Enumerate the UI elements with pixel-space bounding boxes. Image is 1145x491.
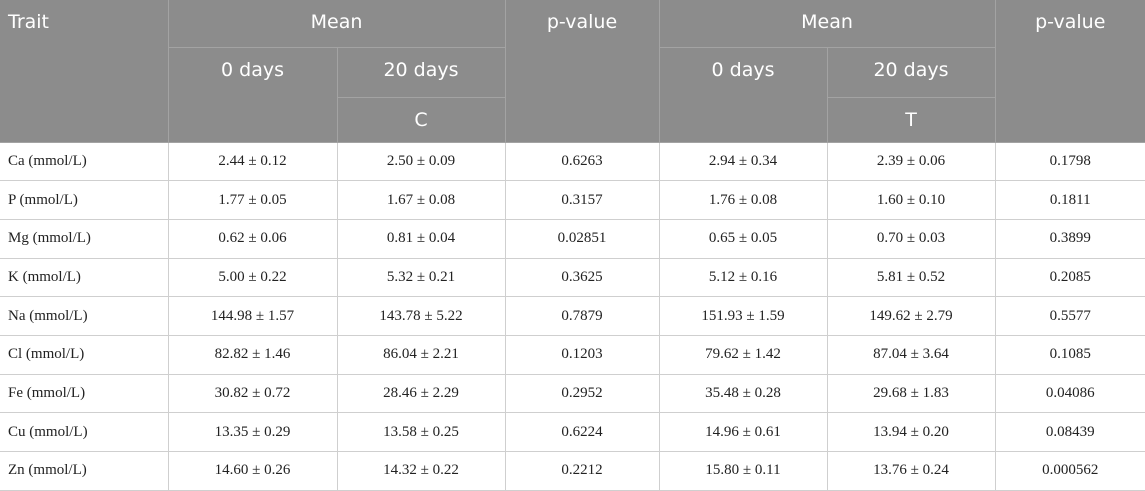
table-row: Cu (mmol/L) 13.35 ± 0.29 13.58 ± 0.25 0.622…: [0, 412, 1145, 452]
header-cell: p-value: [504, 0, 659, 143]
value-cell: 0.81 ± 0.04: [336, 219, 505, 259]
header-cell: 0 days: [658, 47, 827, 143]
header-cell: 0 days: [167, 47, 337, 143]
header-cell: Mean: [167, 0, 505, 48]
value-cell: 79.62 ± 1.42: [658, 335, 827, 375]
value-cell: 0.04086: [994, 374, 1145, 414]
value-cell: 149.62 ± 2.79: [826, 296, 995, 336]
value-cell: 28.46 ± 2.29: [336, 374, 505, 414]
table-row: K (mmol/L) 5.00 ± 0.22 5.32 ± 0.21 0.3625 5.…: [0, 258, 1145, 298]
table-row: Mg (mmol/L) 0.62 ± 0.06 0.81 ± 0.04 0.02851…: [0, 219, 1145, 259]
value-cell: 5.81 ± 0.52: [826, 258, 995, 298]
value-cell: 0.65 ± 0.05: [658, 219, 827, 259]
value-cell: 2.44 ± 0.12: [167, 142, 337, 182]
value-cell: 0.62 ± 0.06: [167, 219, 337, 259]
value-cell: 29.68 ± 1.83: [826, 374, 995, 414]
table-row: Zn (mmol/L) 14.60 ± 0.26 14.32 ± 0.22 0.221…: [0, 451, 1145, 491]
value-cell: 0.02851: [504, 219, 659, 259]
value-cell: 14.32 ± 0.22: [336, 451, 505, 491]
header-cell: p-value: [994, 0, 1145, 143]
value-cell: 0.5577: [994, 296, 1145, 336]
value-cell: 2.94 ± 0.34: [658, 142, 827, 182]
value-cell: 1.60 ± 0.10: [826, 180, 995, 220]
value-cell: 0.70 ± 0.03: [826, 219, 995, 259]
table-row: Cl (mmol/L) 82.82 ± 1.46 86.04 ± 2.21 0.120…: [0, 335, 1145, 375]
table-row: Ca (mmol/L) 2.44 ± 0.12 2.50 ± 0.09 0.6263 2…: [0, 142, 1145, 182]
header-cell: T: [826, 97, 995, 143]
header-cell: Trait: [0, 0, 168, 143]
value-cell: 0.2212: [504, 451, 659, 491]
header-cell: Mean: [658, 0, 995, 48]
table-row: Fe (mmol/L) 30.82 ± 0.72 28.46 ± 2.29 0.295…: [0, 374, 1145, 414]
value-cell: 30.82 ± 0.72: [167, 374, 337, 414]
trait-cell: P (mmol/L): [0, 180, 168, 220]
value-cell: 151.93 ± 1.59: [658, 296, 827, 336]
value-cell: 1.76 ± 0.08: [658, 180, 827, 220]
header-cell: 20 days: [336, 47, 505, 98]
value-cell: 13.76 ± 0.24: [826, 451, 995, 491]
value-cell: 15.80 ± 0.11: [658, 451, 827, 491]
value-cell: 1.67 ± 0.08: [336, 180, 505, 220]
header-row: Trait Mean p-value Mean p-value: [0, 0, 1145, 143]
value-cell: 13.94 ± 0.20: [826, 412, 995, 452]
value-cell: 0.08439: [994, 412, 1145, 452]
value-cell: 0.2085: [994, 258, 1145, 298]
value-cell: 0.000562: [994, 451, 1145, 491]
value-cell: 1.77 ± 0.05: [167, 180, 337, 220]
table-body: Ca (mmol/L) 2.44 ± 0.12 2.50 ± 0.09 0.6263 2…: [0, 142, 1145, 491]
value-cell: 144.98 ± 1.57: [167, 296, 337, 336]
trait-cell: Na (mmol/L): [0, 296, 168, 336]
header-cell: 20 days: [826, 47, 995, 98]
value-cell: 0.3157: [504, 180, 659, 220]
value-cell: 2.39 ± 0.06: [826, 142, 995, 182]
table-row: Na (mmol/L) 144.98 ± 1.57 143.78 ± 5.22 0.7…: [0, 296, 1145, 336]
value-cell: 82.82 ± 1.46: [167, 335, 337, 375]
value-cell: 2.50 ± 0.09: [336, 142, 505, 182]
value-cell: 0.7879: [504, 296, 659, 336]
value-cell: 5.32 ± 0.21: [336, 258, 505, 298]
trait-cell: Fe (mmol/L): [0, 374, 168, 414]
trait-cell: Cu (mmol/L): [0, 412, 168, 452]
value-cell: 143.78 ± 5.22: [336, 296, 505, 336]
value-cell: 0.3625: [504, 258, 659, 298]
value-cell: 0.6224: [504, 412, 659, 452]
value-cell: 0.3899: [994, 219, 1145, 259]
trait-cell: Cl (mmol/L): [0, 335, 168, 375]
value-cell: 0.1203: [504, 335, 659, 375]
table-header: Trait Mean p-value Mean p-value 0 days 2…: [0, 0, 1145, 143]
value-cell: 0.1811: [994, 180, 1145, 220]
value-cell: 5.12 ± 0.16: [658, 258, 827, 298]
value-cell: 13.35 ± 0.29: [167, 412, 337, 452]
value-cell: 5.00 ± 0.22: [167, 258, 337, 298]
table-row: P (mmol/L) 1.77 ± 0.05 1.67 ± 0.08 0.3157 1.…: [0, 180, 1145, 220]
header-cell: C: [336, 97, 505, 143]
value-cell: 0.1085: [994, 335, 1145, 375]
value-cell: 13.58 ± 0.25: [336, 412, 505, 452]
trait-cell: Zn (mmol/L): [0, 451, 168, 491]
header-row: 0 days 20 days 0 days 20 days: [0, 47, 1145, 143]
value-cell: 35.48 ± 0.28: [658, 374, 827, 414]
header-row: C T: [0, 97, 1145, 143]
value-cell: 0.6263: [504, 142, 659, 182]
value-cell: 0.1798: [994, 142, 1145, 182]
trait-cell: K (mmol/L): [0, 258, 168, 298]
value-cell: 14.60 ± 0.26: [167, 451, 337, 491]
trait-cell: Ca (mmol/L): [0, 142, 168, 182]
trait-cell: Mg (mmol/L): [0, 219, 168, 259]
value-cell: 0.2952: [504, 374, 659, 414]
value-cell: 87.04 ± 3.64: [826, 335, 995, 375]
value-cell: 14.96 ± 0.61: [658, 412, 827, 452]
value-cell: 86.04 ± 2.21: [336, 335, 505, 375]
